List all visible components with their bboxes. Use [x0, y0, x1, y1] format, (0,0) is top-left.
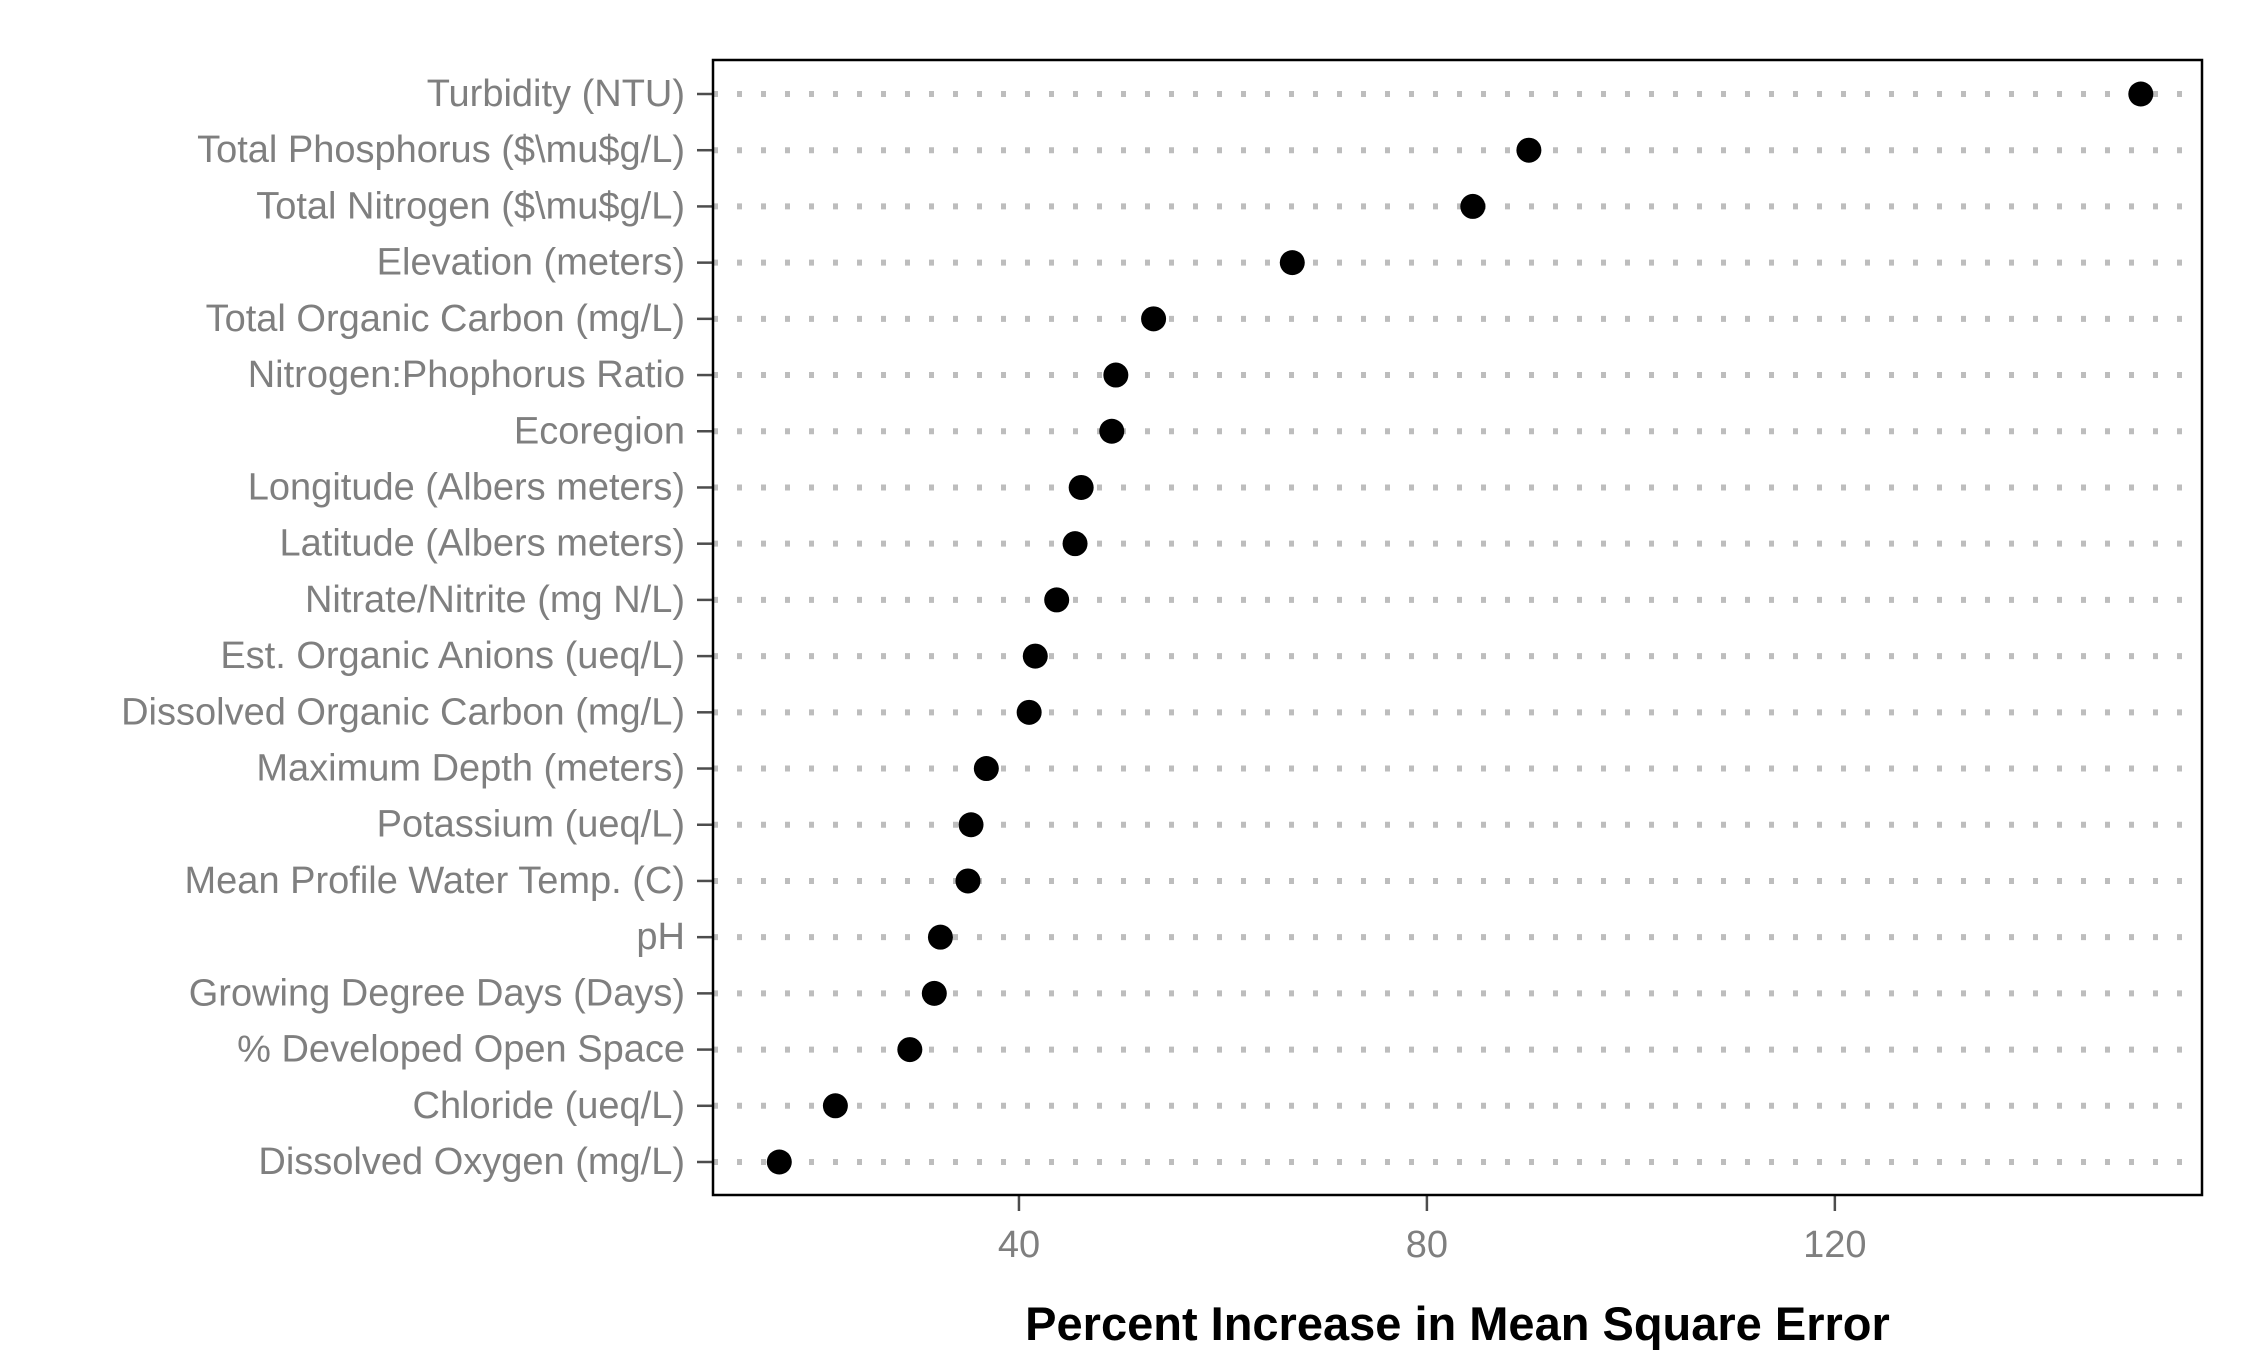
data-point — [2128, 81, 2154, 107]
x-tick-label: 40 — [998, 1224, 1040, 1266]
data-point — [955, 868, 981, 894]
y-tick-label: Total Organic Carbon (mg/L) — [206, 298, 685, 340]
data-point — [1022, 643, 1048, 669]
y-tick-label: Mean Profile Water Temp. (C) — [185, 860, 685, 902]
y-tick-label: Elevation (meters) — [377, 242, 685, 284]
y-tick-label: Est. Organic Anions (ueq/L) — [220, 635, 685, 677]
y-tick-label: Ecoregion — [514, 410, 685, 452]
y-tick-label: Growing Degree Days (Days) — [189, 972, 685, 1014]
data-points — [766, 81, 2154, 1175]
data-point — [921, 980, 947, 1006]
x-tick-labels: 40 80 120 — [998, 1224, 1867, 1266]
y-tick-label: Longitude (Albers meters) — [248, 466, 685, 508]
data-point — [766, 1149, 792, 1175]
y-tick-label: % Developed Open Space — [237, 1029, 685, 1071]
y-tick-label: Total Nitrogen ($\mu$g/L) — [256, 185, 685, 227]
data-point — [1062, 531, 1088, 557]
axis-ticks — [697, 92, 1837, 1211]
grid-lines — [713, 91, 2202, 1165]
data-point — [1141, 306, 1167, 332]
y-tick-label: Total Phosphorus ($\mu$g/L) — [197, 129, 685, 171]
data-point — [958, 812, 984, 838]
x-tick-label: 80 — [1406, 1224, 1448, 1266]
y-tick-label: Turbidity (NTU) — [427, 73, 685, 115]
data-point — [822, 1093, 848, 1119]
data-point — [927, 924, 953, 950]
y-tick-label: Dissolved Organic Carbon (mg/L) — [121, 691, 685, 733]
y-tick-label: Maximum Depth (meters) — [256, 748, 685, 790]
data-point — [1103, 362, 1129, 388]
y-tick-label: Latitude (Albers meters) — [280, 523, 686, 565]
data-point — [1099, 418, 1125, 444]
data-point — [1279, 250, 1305, 276]
data-point — [973, 756, 999, 782]
data-point — [1016, 699, 1042, 725]
y-tick-labels: Turbidity (NTU) Total Phosphorus ($\mu$g/… — [121, 73, 685, 1183]
x-tick-label: 120 — [1803, 1224, 1866, 1266]
y-tick-label: Nitrogen:Phophorus Ratio — [248, 354, 685, 396]
y-tick-label: Chloride (ueq/L) — [413, 1085, 685, 1127]
plot-panel-border — [711, 58, 2204, 1197]
data-point — [1460, 193, 1486, 219]
data-point — [897, 1037, 923, 1063]
data-point — [1516, 137, 1542, 163]
y-tick-label: pH — [636, 916, 685, 958]
y-tick-label: Potassium (ueq/L) — [377, 804, 685, 846]
y-tick-label: Nitrate/Nitrite (mg N/L) — [305, 579, 685, 621]
y-tick-label: Dissolved Oxygen (mg/L) — [258, 1141, 685, 1183]
data-point — [1068, 474, 1094, 500]
x-axis-title: Percent Increase in Mean Square Error — [1025, 1297, 1890, 1350]
data-point — [1044, 587, 1070, 613]
